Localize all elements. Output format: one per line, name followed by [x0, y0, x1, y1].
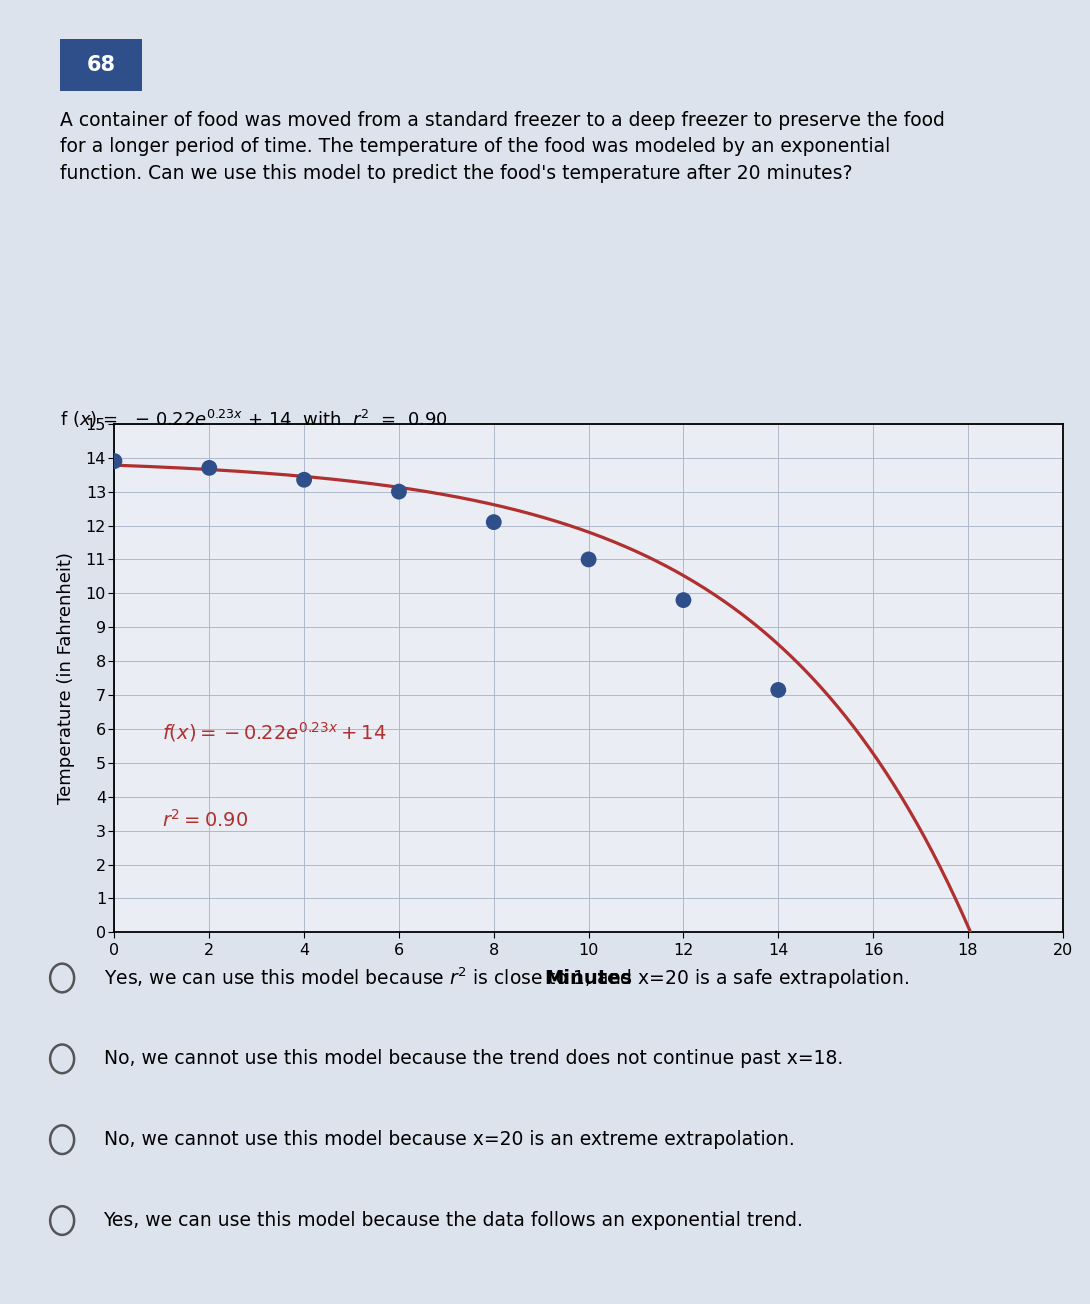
Point: [390, 481, 408, 502]
Point: [485, 511, 502, 532]
Point: [106, 451, 123, 472]
X-axis label: Minutes: Minutes: [545, 969, 632, 988]
Text: Yes, we can use this model because $r^2$ is close to 1, and x=20 is a safe extra: Yes, we can use this model because $r^2$…: [104, 965, 909, 991]
Point: [201, 458, 218, 479]
Text: $r^2 = 0.90$: $r^2 = 0.90$: [162, 810, 247, 831]
Point: [295, 469, 313, 490]
Y-axis label: Temperature (in Fahrenheit): Temperature (in Fahrenheit): [57, 552, 74, 805]
Text: No, we cannot use this model because the trend does not continue past x=18.: No, we cannot use this model because the…: [104, 1050, 843, 1068]
Text: Yes, we can use this model because the data follows an exponential trend.: Yes, we can use this model because the d…: [104, 1211, 803, 1230]
Text: 68: 68: [86, 55, 116, 76]
Point: [770, 679, 787, 700]
Point: [580, 549, 597, 570]
Text: f ($x$) =   $-$ 0.22$e^{0.23x}$ + 14  with  $r^2$  =  0.90: f ($x$) = $-$ 0.22$e^{0.23x}$ + 14 with …: [60, 408, 448, 430]
Text: $f(x) = -0.22e^{0.23x} + 14$: $f(x) = -0.22e^{0.23x} + 14$: [162, 720, 387, 743]
Text: A container of food was moved from a standard freezer to a deep freezer to prese: A container of food was moved from a sta…: [60, 111, 945, 183]
Point: [675, 589, 692, 610]
Text: No, we cannot use this model because x=20 is an extreme extrapolation.: No, we cannot use this model because x=2…: [104, 1131, 795, 1149]
